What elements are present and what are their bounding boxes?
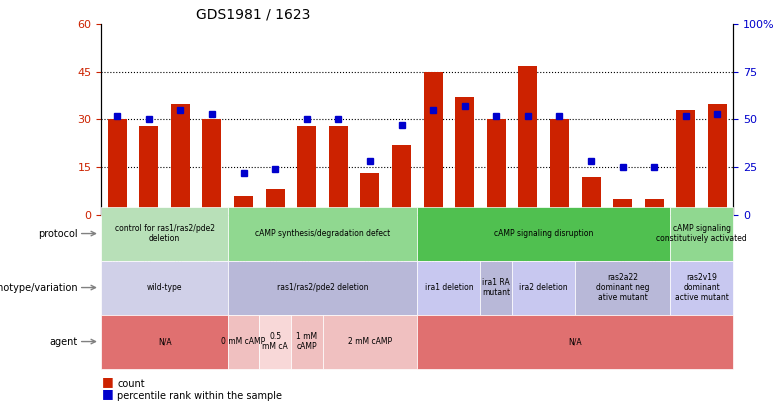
Text: ■: ■ xyxy=(101,375,113,388)
Bar xyxy=(108,119,126,215)
Text: genotype/variation: genotype/variation xyxy=(0,283,78,292)
Bar xyxy=(266,189,285,215)
Bar xyxy=(140,126,158,215)
Bar xyxy=(487,119,505,215)
Bar xyxy=(297,126,316,215)
Text: 1 mM
cAMP: 1 mM cAMP xyxy=(296,332,317,351)
Bar xyxy=(645,199,664,215)
Bar xyxy=(360,173,379,215)
Text: cAMP synthesis/degradation defect: cAMP synthesis/degradation defect xyxy=(255,229,390,238)
Text: ■: ■ xyxy=(101,387,113,400)
Bar xyxy=(456,97,474,215)
Text: ira2 deletion: ira2 deletion xyxy=(519,283,568,292)
Text: ras2a22
dominant neg
ative mutant: ras2a22 dominant neg ative mutant xyxy=(596,273,650,303)
Text: 2 mM cAMP: 2 mM cAMP xyxy=(348,337,392,346)
Bar xyxy=(708,104,727,215)
Text: 0 mM cAMP: 0 mM cAMP xyxy=(222,337,266,346)
Bar xyxy=(392,145,411,215)
Text: ira1 deletion: ira1 deletion xyxy=(424,283,473,292)
Text: cAMP signaling disruption: cAMP signaling disruption xyxy=(494,229,594,238)
Bar xyxy=(234,196,253,215)
Text: GDS1981 / 1623: GDS1981 / 1623 xyxy=(197,8,310,22)
Bar xyxy=(676,110,695,215)
Text: ira1 RA
mutant: ira1 RA mutant xyxy=(482,278,510,297)
Text: protocol: protocol xyxy=(38,228,78,239)
Text: cAMP signaling
constitutively activated: cAMP signaling constitutively activated xyxy=(656,224,747,243)
Text: ras2v19
dominant
active mutant: ras2v19 dominant active mutant xyxy=(675,273,729,303)
Text: wild-type: wild-type xyxy=(147,283,183,292)
Text: N/A: N/A xyxy=(158,337,172,346)
Bar xyxy=(203,119,222,215)
Text: control for ras1/ras2/pde2
deletion: control for ras1/ras2/pde2 deletion xyxy=(115,224,214,243)
Text: ras1/ras2/pde2 deletion: ras1/ras2/pde2 deletion xyxy=(277,283,368,292)
Bar xyxy=(329,126,348,215)
Text: agent: agent xyxy=(50,337,78,347)
Bar xyxy=(424,72,442,215)
Bar xyxy=(613,199,632,215)
Bar xyxy=(582,177,601,215)
Bar xyxy=(171,104,190,215)
Text: percentile rank within the sample: percentile rank within the sample xyxy=(117,391,282,401)
Text: 0.5
mM cA: 0.5 mM cA xyxy=(262,332,288,351)
Bar xyxy=(550,119,569,215)
Text: count: count xyxy=(117,379,144,389)
Bar xyxy=(519,66,537,215)
Text: N/A: N/A xyxy=(569,337,582,346)
